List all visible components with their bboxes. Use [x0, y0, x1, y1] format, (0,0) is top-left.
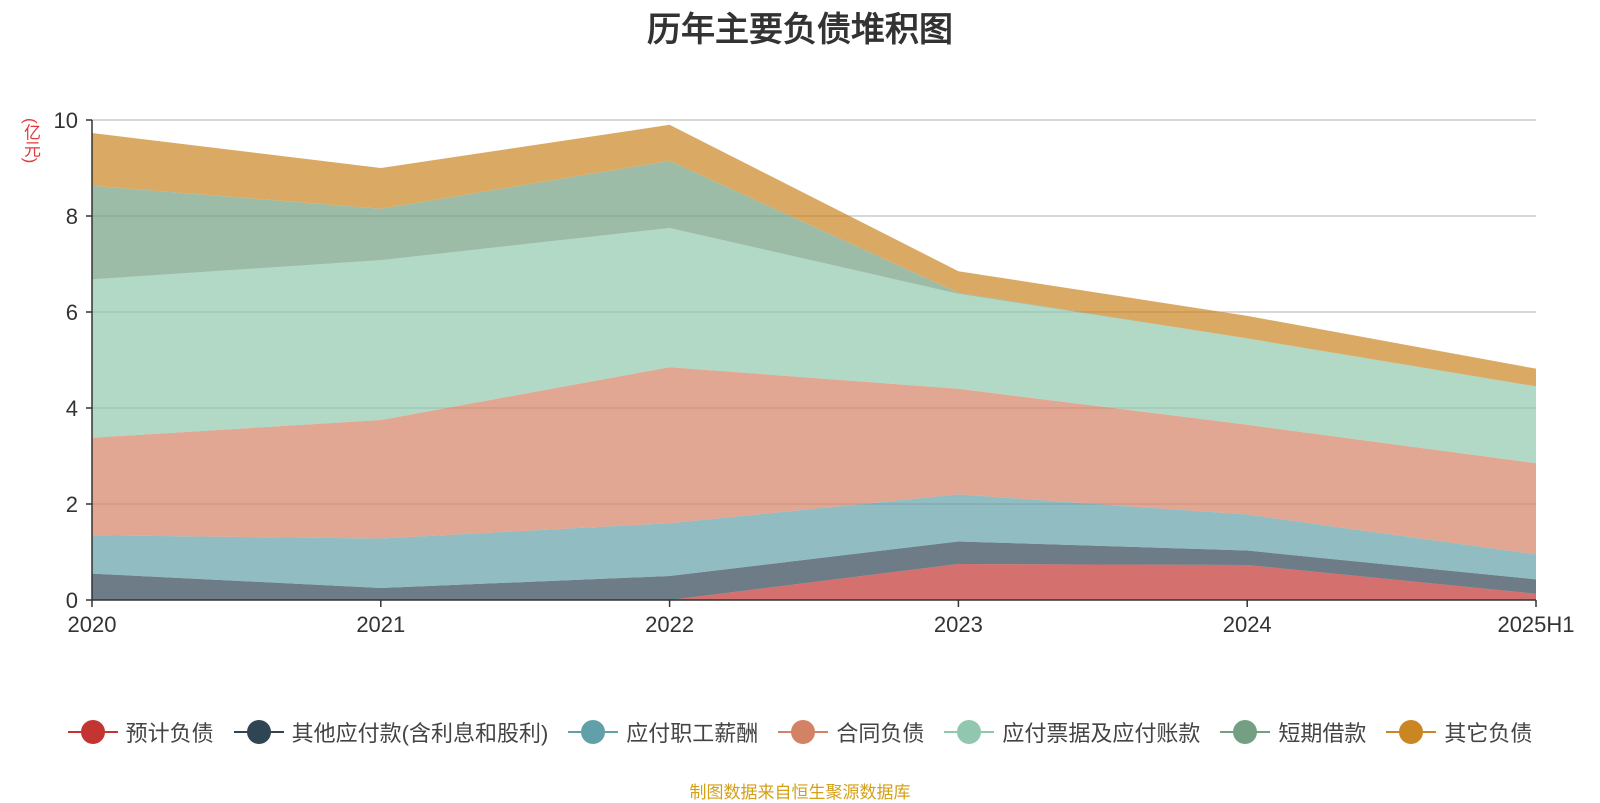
area-series-3[interactable] [92, 367, 1536, 555]
legend-item[interactable]: 短期借款 [1220, 716, 1366, 748]
legend-marker-icon [944, 720, 995, 744]
legend-item[interactable]: 合同负债 [778, 716, 924, 748]
legend-label: 短期借款 [1278, 721, 1367, 746]
tick-labels: 0 2 4 6 8 10 2020 2021 2022 2023 2024 2025H1 [54, 108, 1575, 637]
x-tick-label: 2023 [934, 612, 983, 637]
x-tick-label: 2020 [68, 612, 117, 637]
legend-item[interactable]: 预计负债 [67, 716, 214, 748]
legend-marker-icon [67, 720, 118, 744]
legend-marker-icon [233, 720, 284, 744]
y-tick-label: 6 [66, 300, 78, 325]
x-tick-label: 2025H1 [1497, 612, 1574, 637]
y-tick-label: 4 [66, 396, 78, 421]
area-series-6[interactable] [92, 124, 1536, 387]
y-tick-label: 2 [66, 492, 78, 517]
x-tick-label: 2024 [1223, 612, 1272, 637]
x-tick-label: 2021 [356, 612, 405, 637]
legend-marker-icon [778, 720, 829, 744]
legend-label: 其它负债 [1444, 721, 1533, 746]
area-series-4[interactable] [92, 228, 1536, 464]
legend-label: 应付职工薪酬 [626, 721, 759, 746]
y-tick-label: 10 [54, 108, 78, 133]
y-axis-unit-label: (亿元) [21, 118, 40, 164]
chart-title: 历年主要负债堆积图 [647, 11, 953, 49]
legend: 预计负债 其他应付款(含利息和股利) 应付职工薪酬 合同负债 应付票据及应付账款 短期借款… [0, 714, 1600, 750]
area-series-5[interactable] [92, 160, 1536, 387]
legend-item[interactable]: 应付票据及应付账款 [944, 716, 1200, 748]
axes [86, 119, 1537, 607]
source-note: 制图数据来自恒生聚源数据库 [689, 783, 911, 802]
legend-label: 预计负债 [125, 721, 214, 746]
legend-marker-icon [568, 720, 619, 744]
y-tick-label: 8 [66, 204, 78, 229]
legend-marker-icon [1386, 720, 1437, 744]
legend-item[interactable]: 其它负债 [1386, 716, 1532, 748]
legend-marker-icon [1220, 720, 1271, 744]
legend-item[interactable]: 应付职工薪酬 [568, 716, 758, 748]
x-tick-label: 2022 [645, 612, 694, 637]
legend-label: 其他应付款(含利息和股利) [291, 721, 549, 746]
area-series [92, 124, 1536, 600]
legend-item[interactable]: 其他应付款(含利息和股利) [233, 716, 549, 748]
legend-label: 应付票据及应付账款 [1002, 721, 1201, 746]
y-tick-label: 0 [66, 588, 78, 613]
area-series-2[interactable] [92, 494, 1536, 588]
legend-label: 合同负债 [836, 721, 925, 746]
area-series-1[interactable] [92, 541, 1536, 600]
